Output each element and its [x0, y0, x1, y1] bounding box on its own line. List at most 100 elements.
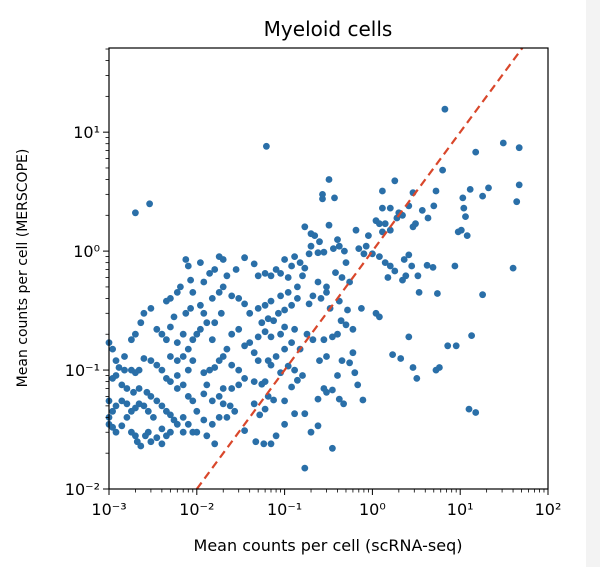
data-point	[405, 251, 413, 259]
data-point	[144, 407, 152, 415]
data-point	[203, 381, 211, 389]
data-point	[294, 283, 301, 291]
data-point	[267, 333, 275, 341]
data-point	[479, 192, 486, 200]
data-point	[479, 291, 486, 299]
data-point	[459, 194, 467, 202]
data-point	[277, 330, 284, 338]
data-point	[360, 250, 368, 258]
data-point	[189, 289, 197, 296]
plot-frame	[108, 47, 549, 490]
data-point	[140, 309, 148, 317]
data-point	[296, 259, 304, 266]
data-point	[432, 366, 440, 374]
data-point	[291, 366, 298, 374]
data-point	[235, 325, 243, 333]
data-point	[338, 274, 346, 281]
data-point	[397, 355, 405, 362]
data-point	[457, 226, 465, 234]
data-point	[184, 366, 192, 374]
data-point	[246, 339, 254, 346]
data-point	[307, 230, 315, 238]
data-point	[184, 262, 192, 270]
data-point	[294, 295, 301, 302]
x-tick-label: 10⁻²	[179, 500, 214, 519]
data-point	[219, 283, 227, 291]
data-point	[173, 357, 181, 364]
data-point	[384, 274, 392, 281]
data-point	[314, 422, 322, 430]
data-point	[305, 250, 313, 258]
data-point	[184, 393, 192, 400]
data-point	[451, 262, 459, 270]
data-point	[250, 378, 258, 385]
x-tick-label: 10⁻³	[91, 500, 126, 519]
data-point	[158, 330, 166, 338]
data-point	[376, 220, 383, 228]
data-point	[177, 283, 184, 291]
data-point	[325, 176, 333, 183]
data-point	[118, 397, 126, 405]
data-point	[118, 381, 126, 389]
data-point	[254, 272, 262, 280]
data-point	[463, 232, 471, 240]
data-point	[211, 364, 219, 371]
data-point	[320, 336, 328, 344]
data-point	[472, 148, 480, 156]
data-point	[277, 369, 284, 377]
data-point	[167, 295, 174, 302]
data-point	[332, 269, 339, 276]
data-point	[472, 409, 480, 416]
data-point	[254, 333, 262, 341]
data-point	[121, 366, 128, 374]
data-point	[132, 209, 139, 217]
data-point	[132, 432, 139, 440]
data-point	[254, 357, 262, 364]
data-point	[320, 248, 328, 256]
data-point	[291, 253, 298, 260]
data-point	[241, 342, 249, 350]
y-tick-label: 10⁻¹	[65, 361, 100, 380]
data-point	[167, 323, 174, 331]
data-point	[228, 292, 236, 300]
data-point	[254, 305, 262, 312]
data-point	[256, 411, 264, 419]
data-point	[241, 375, 249, 382]
data-point	[179, 428, 187, 436]
data-point	[123, 400, 131, 408]
data-point	[189, 428, 197, 436]
data-point	[402, 272, 410, 280]
data-point	[123, 385, 131, 392]
data-point	[515, 144, 523, 152]
data-point	[228, 385, 236, 392]
data-point	[281, 345, 288, 353]
data-point	[330, 245, 337, 253]
data-point	[146, 200, 154, 208]
data-point	[325, 221, 333, 229]
data-point	[381, 259, 389, 266]
data-point	[452, 342, 460, 350]
data-point	[277, 270, 284, 277]
data-point	[329, 386, 336, 394]
data-point	[184, 420, 192, 428]
data-point	[354, 381, 362, 389]
data-point	[264, 315, 272, 323]
data-point	[344, 306, 351, 314]
data-point	[359, 396, 367, 404]
data-point	[485, 184, 492, 192]
data-point	[513, 198, 521, 206]
data-point	[187, 276, 195, 284]
data-point	[208, 397, 216, 405]
data-point	[250, 400, 258, 408]
data-point	[261, 405, 269, 413]
data-point	[173, 385, 181, 392]
data-point	[305, 300, 313, 308]
data-point	[409, 223, 417, 231]
y-axis-label: Mean counts per cell (MERSCOPE)	[15, 149, 31, 388]
data-point	[405, 333, 413, 341]
y-tick-label: 10⁰	[73, 242, 100, 261]
data-point	[338, 357, 346, 364]
data-point	[270, 396, 277, 404]
data-point	[112, 428, 120, 436]
data-point	[316, 238, 323, 246]
